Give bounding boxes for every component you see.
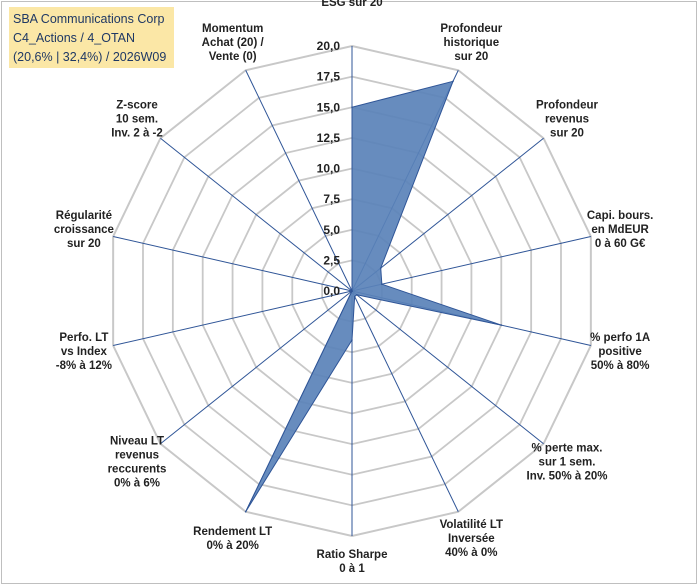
tick-label: 10,0 (317, 162, 341, 176)
tick-label: 5,0 (323, 223, 340, 237)
radar-series (244, 80, 503, 513)
axis-spoke (351, 137, 544, 292)
axis-label: Régularité croissance sur 20 (54, 210, 114, 250)
axis-spoke (160, 290, 353, 445)
axis-label: Volatilité LT Inversée 40% à 0% (440, 519, 503, 559)
title-category: C4_Actions / 4_OTAN (13, 31, 136, 45)
axis-spoke (351, 235, 591, 292)
series-point (500, 324, 503, 326)
axis-label: % perfo 1A positive 50% à 80% (590, 332, 650, 372)
axis-label: Profondeur revenus sur 20 (536, 100, 598, 140)
axis-label: Ratio Sharpe 0 à 1 (317, 549, 388, 575)
series-point (379, 267, 382, 269)
series-point (452, 80, 454, 83)
axis-label: Profondeur historique sur 20 (440, 23, 502, 63)
axis-spoke (160, 137, 353, 292)
title-company: SBA Communications Corp (13, 12, 165, 26)
tick-label: 2,5 (323, 253, 340, 267)
axis-label: Z-score 10 sem. Inv. 2 à -2 (111, 100, 163, 140)
axis-spoke (113, 235, 353, 292)
axis-label: % perte max. sur 1 sem. Inv. 50% à 20% (527, 442, 608, 482)
tick-label: 7,5 (323, 192, 340, 206)
axis-label: Niveau LT revenus reccurents 0% à 6% (108, 435, 167, 489)
tick-label: 20,0 (317, 39, 341, 53)
radar-tick-labels: 0,0 2,5 5,0 7,5 10,0 12,5 15,0 17,5 20,0 (317, 39, 341, 298)
axis-spoke (113, 290, 353, 347)
tick-label: 15,0 (317, 100, 341, 114)
series-point (381, 283, 383, 285)
series-point (351, 290, 353, 292)
axis-label: Capi. bours. en MdEUR 0 à 60 G€ (587, 210, 653, 250)
series-point (351, 106, 353, 109)
tick-label: 0,0 (323, 284, 340, 298)
axis-label: Perfo. LT vs Index -8% à 12% (56, 332, 112, 372)
chart-title-box: SBA Communications Corp C4_Actions / 4_O… (9, 7, 174, 68)
series-point (353, 295, 356, 298)
axis-label: Momentum Achat (20) / Vente (0) (202, 23, 265, 63)
axis-spoke (351, 290, 459, 512)
tick-label: 12,5 (317, 131, 341, 145)
series-area (245, 80, 502, 513)
axis-label: NoteESG sur 20 (321, 0, 382, 9)
series-point (351, 339, 353, 341)
axis-spoke (351, 290, 544, 445)
tick-label: 17,5 (317, 70, 341, 84)
axis-spoke (245, 70, 353, 292)
series-point (244, 510, 247, 513)
axis-label: Rendement LT 0% à 20% (193, 526, 272, 552)
series-point (355, 294, 358, 296)
title-stats: (20,6% | 32,4%) / 2026W09 (13, 50, 167, 64)
